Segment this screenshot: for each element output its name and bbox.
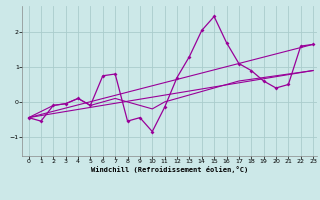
- X-axis label: Windchill (Refroidissement éolien,°C): Windchill (Refroidissement éolien,°C): [91, 166, 248, 173]
